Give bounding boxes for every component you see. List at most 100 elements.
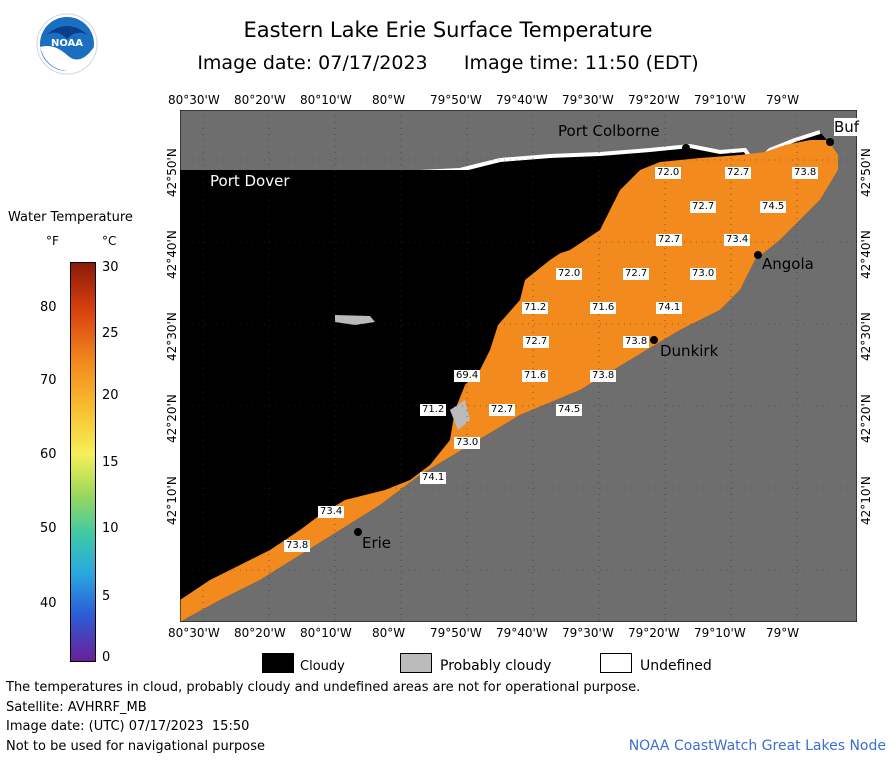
temp-label: 74.1 [420,472,447,484]
scale-c-label: 10 [102,521,119,536]
scale-f-label: 60 [40,447,57,462]
map-svg [179,109,858,623]
label-port-colborne: Port Colborne [558,122,660,140]
temp-label: 69.4 [454,370,481,382]
lon-label: 79°W [766,93,800,107]
water-area [180,140,838,622]
scale-f-label: 50 [40,521,57,536]
lon-label: 80°W [372,93,406,107]
lat-label: 42°50'N [165,148,179,197]
temp-label: 72.7 [489,404,516,416]
map-grid [180,110,857,622]
lon-label: 80°20'W [234,93,286,107]
lon-label: 80°10'W [300,93,352,107]
lat-label: 42°10'N [165,476,179,525]
navigation-warning: Not to be used for navigational purpose [6,739,266,754]
noaa-logo: NOAA [36,13,98,75]
legend-cloudy-swatch [262,653,294,673]
legend-undefined-label: Undefined [640,658,712,674]
temp-label: 73.0 [690,268,717,280]
temp-label: 72.0 [556,268,583,280]
lon-label: 79°50'W [430,93,482,107]
scale-f-label: 70 [40,373,57,388]
map-title: Eastern Lake Erie Surface Temperature [243,18,653,42]
temp-label: 73.8 [590,370,617,382]
temp-label: 71.6 [522,370,549,382]
image-time: Image time: 11:50 (EDT) [463,52,699,74]
scale-f-label: 40 [40,596,57,611]
cloud-area-west [180,170,640,440]
scale-c-label: 20 [102,388,119,403]
color-scale-bar [70,262,96,662]
probably-cloudy-area [335,315,470,430]
scale-f-label: 80 [40,300,57,315]
temp-label: 73.8 [623,336,650,348]
temp-label: 72.7 [523,336,550,348]
label-port-dover: Port Dover [210,172,290,190]
temp-label: 72.7 [623,268,650,280]
logo-text: NOAA [51,38,83,49]
lat-label: 42°40'N [859,230,873,279]
lat-label: 42°50'N [859,148,873,197]
lon-label: 80°30'W [168,626,220,640]
scale-c-label: 5 [102,589,111,604]
lon-label: 79°30'W [562,93,614,107]
lat-label: 42°10'N [859,476,873,525]
disclaimer-text: The temperatures in cloud, probably clou… [6,680,641,695]
unit-fahrenheit: °F [46,234,59,248]
unit-celsius: °C [102,234,117,248]
scale-title: Water Temperature [8,210,133,225]
lon-label: 79°10'W [694,93,746,107]
lon-label: 79°50'W [430,626,482,640]
temp-label: 73.8 [284,540,311,552]
dunkirk-dot [650,336,658,344]
legend-probably-cloudy-label: Probably cloudy [440,658,552,674]
scale-c-label: 30 [102,260,119,275]
credit-text: NOAA CoastWatch Great Lakes Node [628,738,886,754]
lon-label: 79°10'W [694,626,746,640]
label-buffalo: Buf [834,118,860,136]
temp-label: 72.7 [656,234,683,246]
lon-label: 79°40'W [496,626,548,640]
lon-label: 79°40'W [496,93,548,107]
lat-label: 42°30'N [859,312,873,361]
legend-probably-cloudy-swatch [400,653,432,673]
lat-label: 42°20'N [859,394,873,443]
temp-label: 71.2 [420,404,447,416]
erie-dot [354,528,362,536]
temp-label: 71.6 [590,302,617,314]
lat-label: 42°20'N [165,394,179,443]
lon-label: 80°20'W [234,626,286,640]
lon-label: 80°10'W [300,626,352,640]
temp-label: 74.5 [556,404,583,416]
legend-undefined-swatch [600,653,632,673]
image-datetime: Image date: 07/17/2023 Image time: 11:50… [0,52,896,74]
utc-date-text: Image date: (UTC) 07/17/2023 15:50 [6,719,250,734]
temp-label: 73.4 [724,234,751,246]
temp-label: 72.7 [690,201,717,213]
buffalo-dot [826,138,834,146]
angola-dot [754,251,762,259]
temp-label: 73.4 [318,506,345,518]
lon-label: 79°30'W [562,626,614,640]
port-colborne-dot [682,144,690,152]
scale-c-label: 25 [102,326,119,341]
temp-label: 73.0 [454,437,481,449]
lon-label: 79°W [766,626,800,640]
lat-label: 42°30'N [165,312,179,361]
legend-cloudy-label: Cloudy [300,659,345,674]
scale-c-label: 15 [102,455,119,470]
lon-label: 80°30'W [168,93,220,107]
lon-label: 79°20'W [628,626,680,640]
label-erie: Erie [362,534,392,552]
satellite-text: Satellite: AVHRRF_MB [6,700,147,715]
scale-c-label: 0 [102,650,111,665]
image-date: Image date: 07/17/2023 [197,52,428,74]
lon-label: 79°20'W [628,93,680,107]
temp-label: 72.0 [655,167,682,179]
city-dots [354,138,834,536]
lon-label: 80°W [372,626,406,640]
temp-label: 74.1 [656,302,683,314]
temp-label: 72.7 [725,167,752,179]
temp-label: 71.2 [522,302,549,314]
